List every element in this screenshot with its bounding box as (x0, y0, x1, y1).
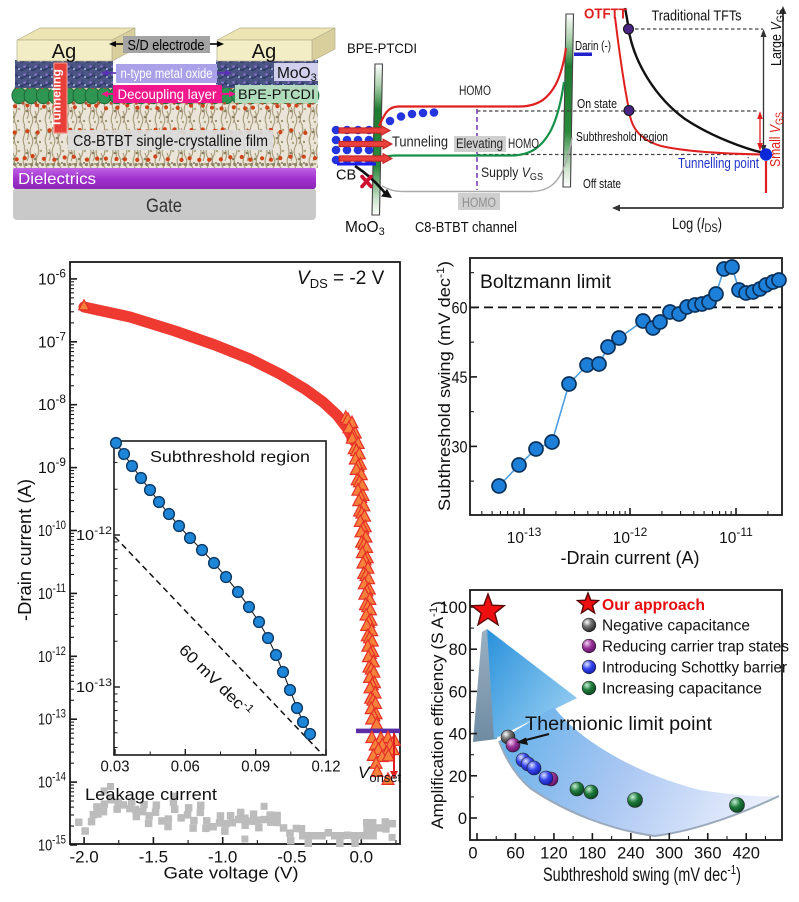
svg-text:Introducing Schottky barrier: Introducing Schottky barrier (602, 660, 787, 677)
svg-text:240: 240 (617, 845, 645, 863)
svg-text:Tunnelling point: Tunnelling point (678, 156, 759, 172)
svg-text:C8-BTBT channel: C8-BTBT channel (415, 219, 517, 236)
svg-text:BPE-PTCDI: BPE-PTCDI (238, 86, 315, 102)
svg-text:Increasing capacitance: Increasing capacitance (602, 681, 762, 698)
svg-text:Ag: Ag (52, 41, 76, 63)
svg-text:360: 360 (694, 845, 722, 863)
svg-text:Reducing carrier trap states: Reducing carrier trap states (602, 639, 789, 656)
svg-text:Vonset: Vonset (358, 763, 402, 785)
svg-text:-Drain current (A): -Drain current (A) (561, 548, 700, 568)
svg-text:20: 20 (449, 768, 467, 786)
svg-text:On state: On state (577, 96, 617, 111)
svg-text:Ag: Ag (252, 41, 276, 63)
svg-text:HOMO: HOMO (462, 194, 496, 210)
svg-text:180: 180 (579, 845, 607, 863)
svg-text:30: 30 (452, 438, 468, 456)
svg-text:Small VGS: Small VGS (767, 112, 786, 167)
svg-text:Thermionic limit point: Thermionic limit point (525, 714, 713, 735)
svg-text:0.03: 0.03 (101, 759, 130, 776)
svg-text:-Drain current (A): -Drain current (A) (14, 479, 35, 621)
svg-text:Off state: Off state (583, 176, 621, 191)
svg-text:Leakage current: Leakage current (85, 785, 217, 804)
svg-text:Darin (-): Darin (-) (575, 39, 611, 53)
svg-text:60: 60 (449, 683, 467, 701)
svg-text:Gate voltage (V): Gate voltage (V) (164, 864, 299, 883)
svg-text:HOMO: HOMO (459, 83, 491, 98)
svg-text:40: 40 (449, 726, 467, 744)
svg-text:80: 80 (449, 641, 467, 659)
svg-text:Subthreshold region: Subthreshold region (576, 129, 668, 144)
svg-text:0.06: 0.06 (171, 759, 200, 776)
svg-text:Large VGS: Large VGS (768, 9, 787, 66)
svg-text:-1.5: -1.5 (139, 848, 168, 867)
svg-text:BPE-PTCDI: BPE-PTCDI (347, 40, 417, 56)
svg-text:0.12: 0.12 (312, 759, 341, 776)
svg-text:VDS = -2 V: VDS = -2 V (297, 268, 385, 291)
svg-text:MoO3: MoO3 (345, 219, 385, 238)
svg-text:Decoupling layer: Decoupling layer (118, 86, 217, 102)
svg-text:60: 60 (506, 845, 524, 863)
svg-text:Tunneling: Tunneling (52, 69, 64, 127)
svg-text:n-type metal oxide: n-type metal oxide (121, 65, 213, 81)
svg-text:S/D electrode: S/D electrode (128, 38, 205, 54)
svg-text:60: 60 (452, 299, 468, 317)
svg-text:Boltzmann limit: Boltzmann limit (480, 272, 612, 293)
svg-text:10-12: 10-12 (613, 525, 648, 547)
svg-text:OTFTT: OTFTT (584, 7, 627, 23)
svg-text:0.09: 0.09 (241, 759, 270, 776)
svg-text:100: 100 (439, 599, 467, 617)
svg-text:0: 0 (468, 845, 477, 863)
svg-text:MoO3: MoO3 (277, 65, 317, 84)
svg-text:0.0: 0.0 (349, 848, 373, 867)
svg-text:Subthreshold swing (mV dec-1): Subthreshold swing (mV dec-1) (435, 261, 454, 511)
svg-text:Subthreshold swing (mV dec-1): Subthreshold swing (mV dec-1) (543, 862, 741, 886)
svg-text:Supply VGS: Supply VGS (481, 165, 543, 183)
svg-text:Traditional TFTs: Traditional TFTs (652, 9, 742, 25)
svg-text:Subthreshold region: Subthreshold region (150, 449, 310, 466)
svg-text:-1.0: -1.0 (208, 848, 237, 867)
svg-text:Tunneling: Tunneling (392, 135, 448, 151)
svg-text:Amplification efficiency (S A-: Amplification efficiency (S A-1) (428, 601, 447, 829)
svg-text:Log (IDS): Log (IDS) (672, 216, 722, 235)
svg-text:120: 120 (540, 845, 568, 863)
svg-text:-2.0: -2.0 (69, 848, 98, 867)
svg-text:HOMO: HOMO (508, 136, 539, 151)
svg-text:45: 45 (452, 369, 468, 387)
svg-text:420: 420 (732, 845, 760, 863)
svg-text:Dielectrics: Dielectrics (18, 171, 96, 188)
svg-text:Elevating: Elevating (456, 136, 503, 151)
svg-text:Gate: Gate (146, 196, 182, 217)
svg-text:CB: CB (336, 168, 356, 184)
svg-text:0: 0 (458, 810, 467, 828)
svg-text:Negative capacitance: Negative capacitance (602, 618, 750, 635)
svg-text:300: 300 (656, 845, 684, 863)
svg-text:Our approach: Our approach (602, 597, 705, 614)
svg-text:C8-BTBT single-crystalline fil: C8-BTBT single-crystalline film (73, 133, 268, 150)
svg-text:-0.5: -0.5 (277, 848, 306, 867)
